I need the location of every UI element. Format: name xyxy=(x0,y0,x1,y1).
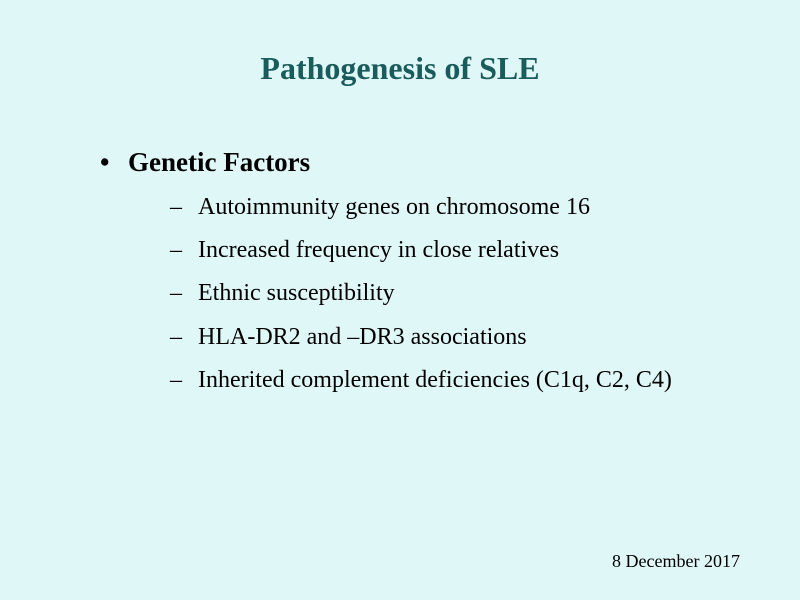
sub-bullet-item: Inherited complement deficiencies (C1q, … xyxy=(170,365,740,396)
footer-date: 8 December 2017 xyxy=(612,551,740,572)
sub-bullet-item: Increased frequency in close relatives xyxy=(170,235,740,266)
sub-bullet-list: Autoimmunity genes on chromosome 16 Incr… xyxy=(100,192,740,396)
main-bullet-item: Genetic Factors xyxy=(100,147,740,178)
main-bullet-list: Genetic Factors xyxy=(100,147,740,178)
sub-bullet-item: Autoimmunity genes on chromosome 16 xyxy=(170,192,740,223)
slide-title: Pathogenesis of SLE xyxy=(60,50,740,87)
slide-container: Pathogenesis of SLE Genetic Factors Auto… xyxy=(0,0,800,600)
sub-bullet-item: HLA-DR2 and –DR3 associations xyxy=(170,322,740,353)
sub-bullet-item: Ethnic susceptibility xyxy=(170,278,740,309)
slide-content: Genetic Factors Autoimmunity genes on ch… xyxy=(60,147,740,396)
